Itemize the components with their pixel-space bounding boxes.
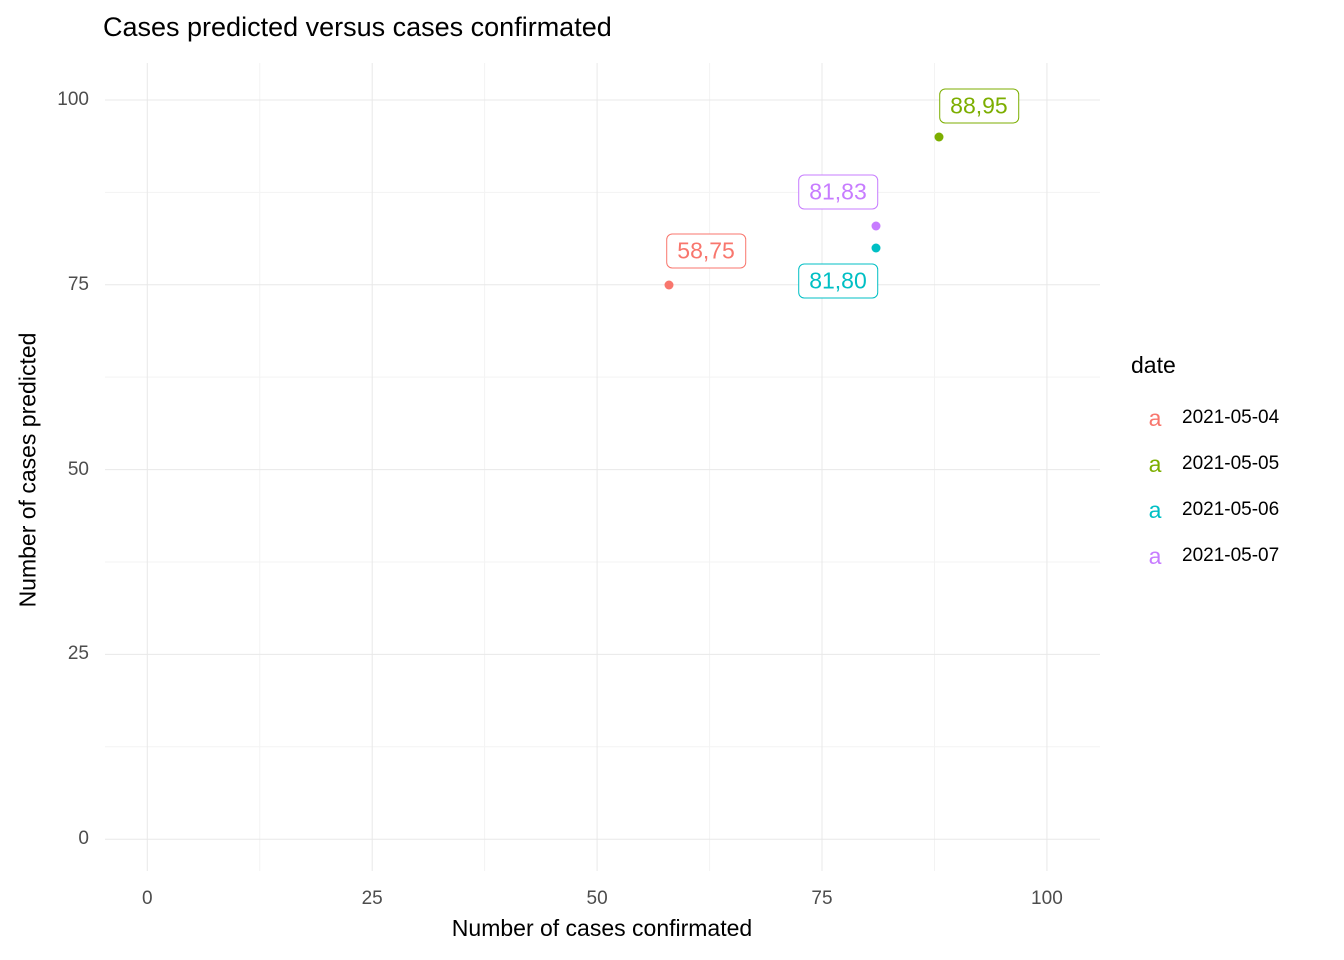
legend-title: date [1131, 352, 1176, 378]
x-tick-label: 25 [361, 888, 383, 909]
x-tick-label: 75 [811, 888, 833, 909]
y-tick-label: 50 [67, 458, 89, 480]
legend-label: 2021-05-04 [1182, 407, 1280, 428]
legend-label: 2021-05-05 [1182, 453, 1280, 474]
point-label: 81,83 [798, 174, 878, 210]
point-label: 81,80 [798, 263, 878, 299]
legend-key: a [1148, 405, 1162, 431]
x-tick-label: 0 [141, 888, 153, 909]
data-point [664, 280, 674, 290]
data-point [871, 221, 881, 231]
legend-key: a [1148, 497, 1162, 523]
legend-key: a [1148, 543, 1162, 569]
legend: date a 2021-05-04 a 2021-05-05 a 2021-05… [1128, 352, 1279, 579]
x-tick-label: 100 [1031, 888, 1063, 909]
y-tick-label: 25 [67, 643, 89, 665]
legend-item: a 2021-05-07 [1128, 533, 1280, 579]
x-axis-title: Number of cases confirmated [451, 915, 753, 941]
legend-key: a [1148, 451, 1162, 477]
y-tick-label: 0 [78, 828, 89, 850]
legend-item: a 2021-05-06 [1128, 487, 1280, 533]
y-tick-label: 100 [57, 88, 89, 110]
legend-item: a 2021-05-04 [1128, 395, 1280, 441]
data-point [934, 132, 944, 142]
chart-title: Cases predicted versus cases confirmated [103, 12, 612, 42]
y-axis-title: Number of cases predicted [14, 332, 41, 608]
point-label: 88,95 [939, 88, 1019, 124]
legend-label: 2021-05-07 [1182, 545, 1280, 566]
y-tick-label: 75 [67, 273, 89, 295]
point-label: 58,75 [666, 233, 746, 269]
legend-item: a 2021-05-05 [1128, 441, 1280, 487]
legend-label: 2021-05-06 [1182, 499, 1280, 520]
x-tick-label: 50 [586, 888, 608, 909]
data-point [871, 243, 881, 253]
